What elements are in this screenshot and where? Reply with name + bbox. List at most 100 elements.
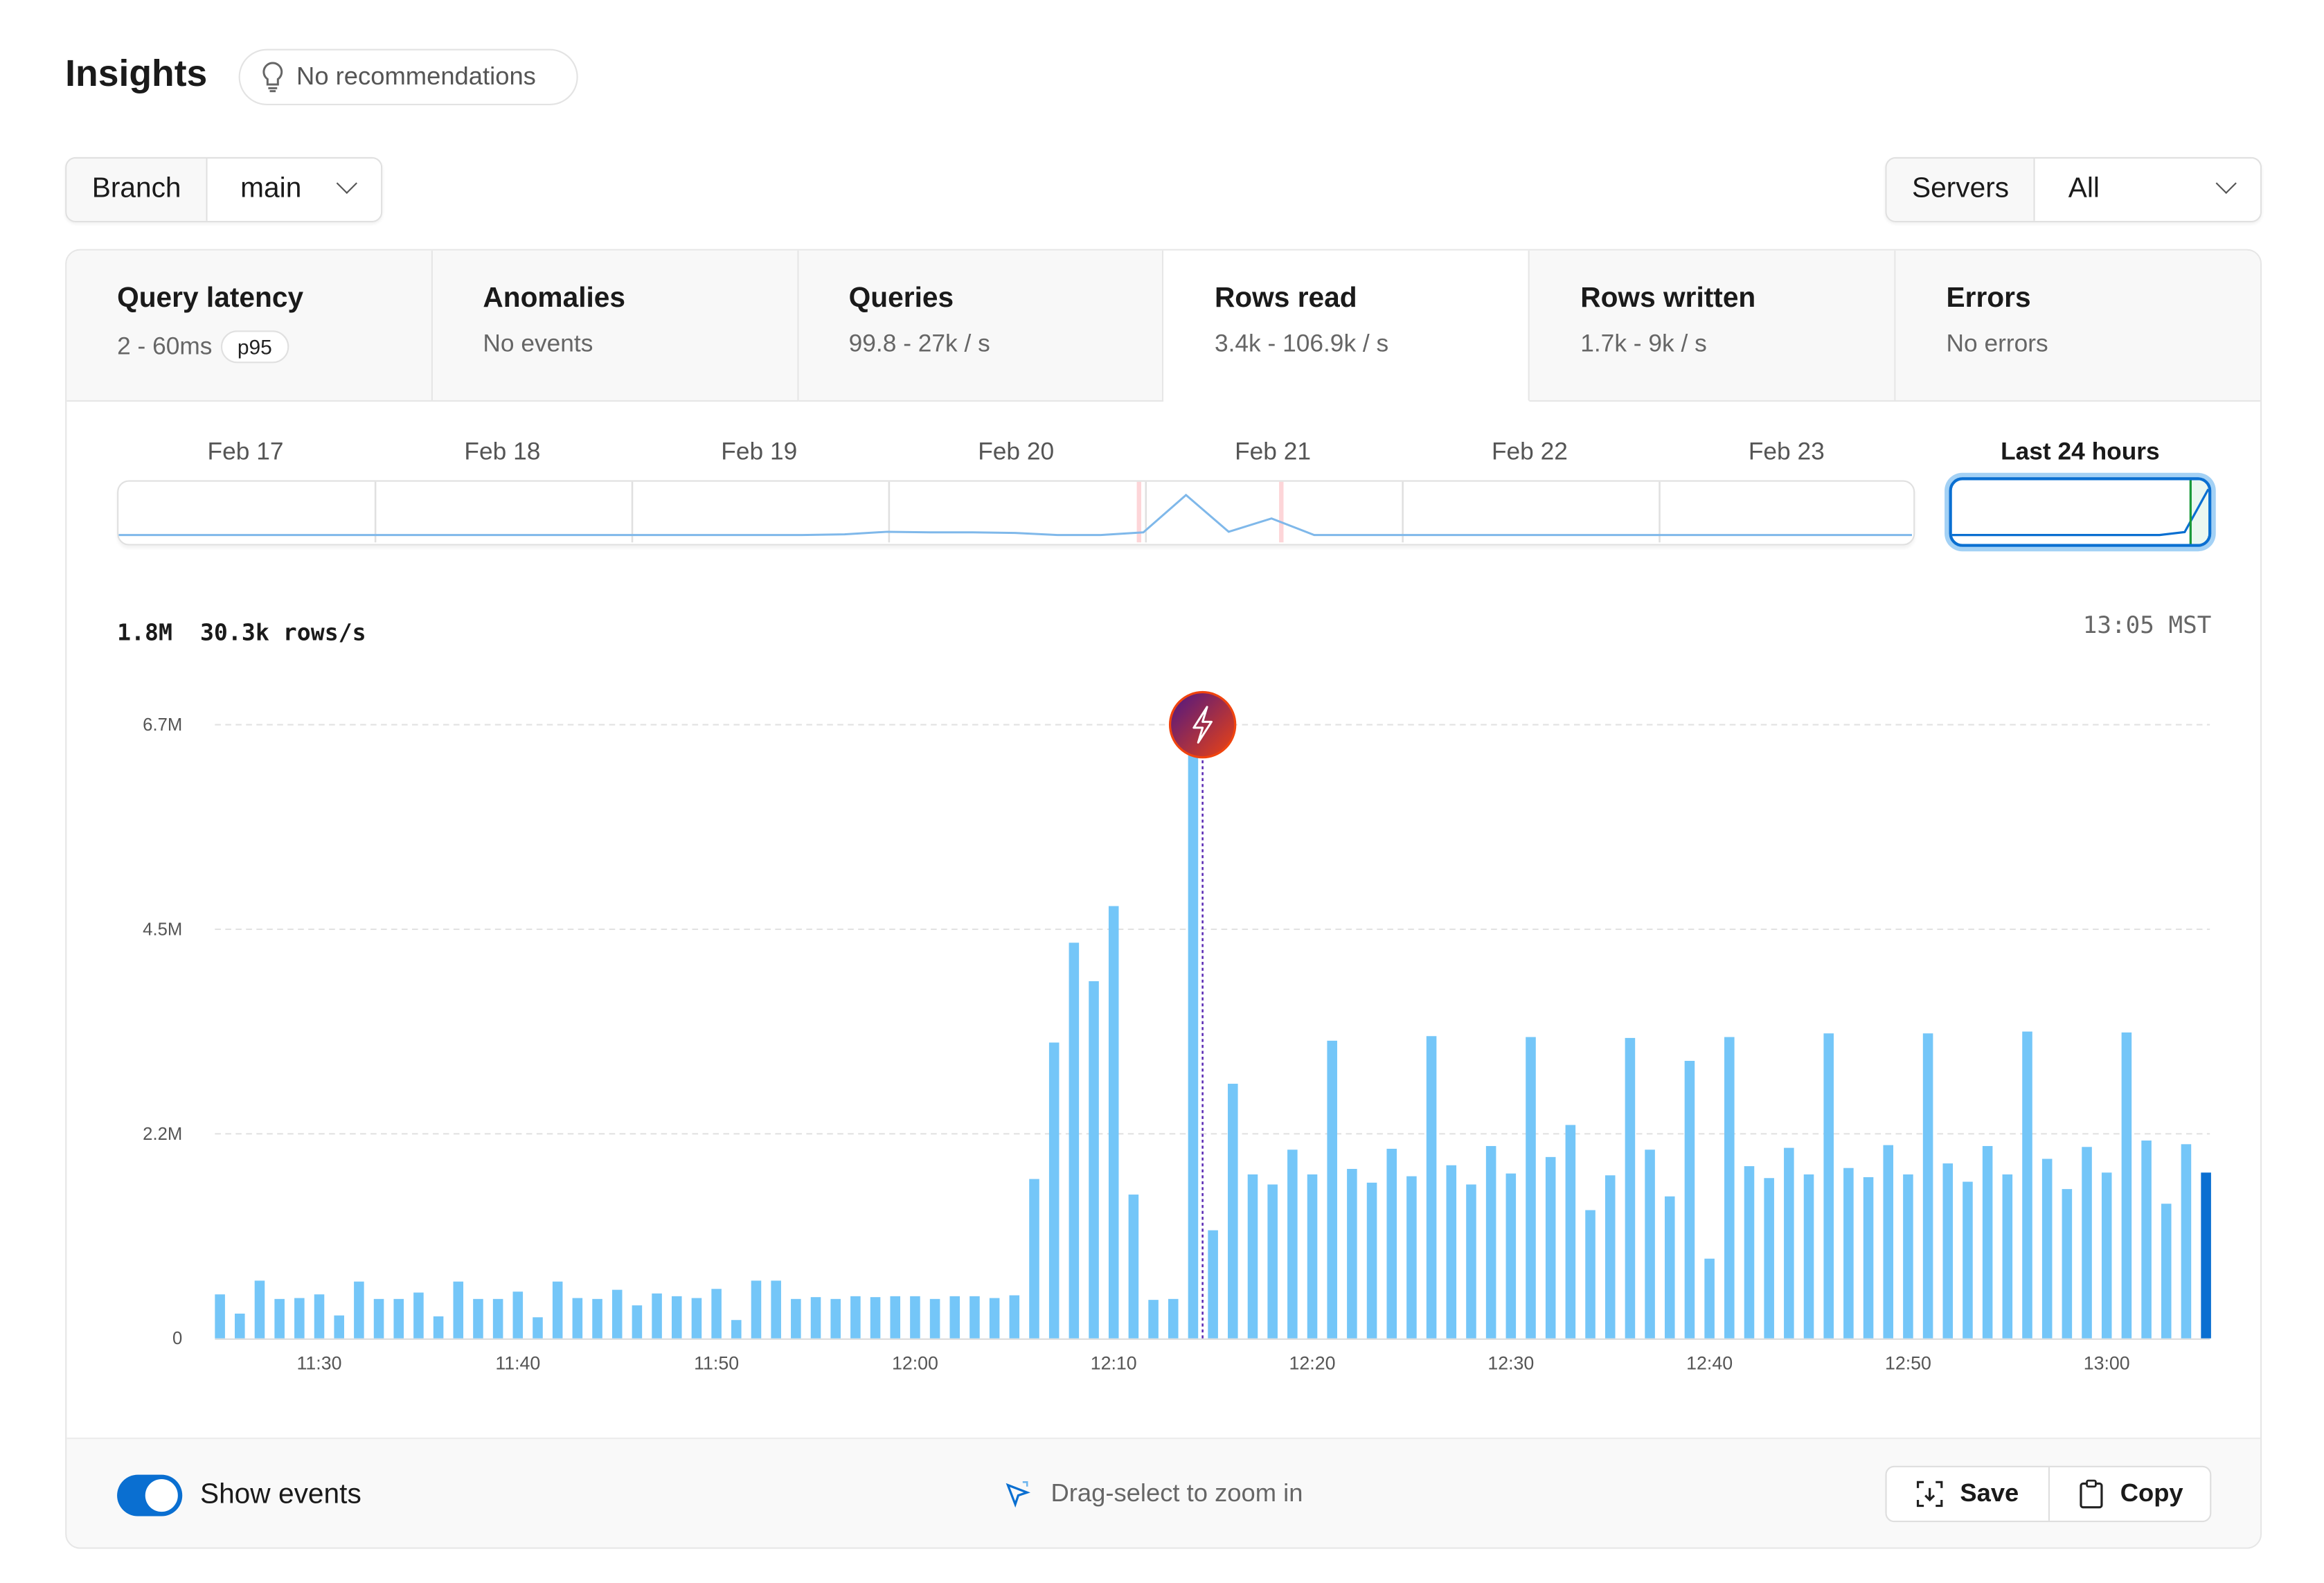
bar — [1485, 1145, 1496, 1339]
event-marker[interactable] — [1168, 690, 1237, 759]
bar — [1148, 1300, 1159, 1339]
timeline-day[interactable]: Feb 23 — [1748, 438, 1825, 466]
bar — [2141, 1141, 2152, 1339]
bar — [1565, 1125, 1576, 1339]
branch-select[interactable]: Branch main — [65, 156, 383, 223]
last-24-hours-range[interactable] — [1949, 477, 2212, 547]
x-tick-label: 12:20 — [1289, 1353, 1336, 1374]
bar — [969, 1296, 980, 1339]
bar — [1108, 906, 1119, 1339]
bar — [572, 1298, 583, 1339]
bar — [890, 1296, 901, 1339]
bar — [1704, 1258, 1715, 1339]
bar — [235, 1313, 245, 1339]
metrics-panel: Query latency 2 - 60ms p95 Anomalies No eve… — [65, 249, 2262, 1549]
x-tick-label: 12:30 — [1487, 1353, 1534, 1374]
bar — [215, 1294, 225, 1339]
x-tick-label: 12:50 — [1885, 1353, 1931, 1374]
bar — [1208, 1230, 1218, 1339]
bar — [1029, 1179, 1039, 1339]
show-events-label: Show events — [199, 1479, 361, 1510]
bar — [1128, 1195, 1139, 1339]
timeline-day[interactable]: Feb 20 — [978, 438, 1055, 466]
bar — [711, 1289, 722, 1339]
timeline-day[interactable]: Feb 19 — [721, 438, 798, 466]
bar — [1386, 1148, 1397, 1339]
chevron-down-icon — [336, 172, 357, 195]
tab-rows-written[interactable]: Rows written 1.7k - 9k / s — [1530, 250, 1896, 402]
tab-errors[interactable]: Errors No errors — [1895, 250, 2260, 402]
bar — [1228, 1084, 1238, 1339]
rows-rate: 30.3k rows/s — [199, 619, 366, 647]
tab-subtitle: 1.7k - 9k / s — [1580, 330, 1707, 357]
bar — [1247, 1174, 1258, 1339]
recommendations-text: No recommendations — [296, 62, 536, 91]
bar — [552, 1281, 563, 1339]
bar — [850, 1296, 861, 1339]
x-tick-label: 13:00 — [2084, 1353, 2130, 1374]
bar — [2082, 1147, 2092, 1339]
bar — [1267, 1184, 1278, 1339]
bar — [314, 1294, 325, 1339]
branch-label: Branch — [66, 159, 208, 221]
tab-anomalies[interactable]: Anomalies No events — [432, 250, 798, 402]
bar — [334, 1315, 344, 1339]
bar — [1823, 1033, 1834, 1339]
bar — [1366, 1182, 1377, 1339]
tab-title: Anomalies — [483, 283, 626, 314]
timeline-day[interactable]: Feb 17 — [207, 438, 284, 466]
tab-title: Rows written — [1580, 283, 1756, 314]
tab-rows-read[interactable]: Rows read 3.4k - 106.9k / s — [1164, 250, 1530, 402]
copy-button[interactable]: Copy — [2047, 1467, 2210, 1521]
overview-strip[interactable] — [117, 480, 1915, 546]
bar — [1843, 1168, 1854, 1339]
bar — [1784, 1147, 1794, 1339]
bar — [1188, 752, 1199, 1339]
bar — [1863, 1177, 1874, 1339]
metric-tabs: Query latency 2 - 60ms p95 Anomalies No eve… — [66, 250, 2260, 402]
tab-title: Queries — [848, 283, 954, 314]
bar — [691, 1298, 702, 1339]
servers-label: Servers — [1886, 159, 2036, 221]
bar — [1684, 1060, 1695, 1339]
bar — [1724, 1037, 1735, 1339]
bar — [1069, 942, 1080, 1339]
bar — [1645, 1150, 1655, 1339]
bar — [1625, 1037, 1636, 1339]
clipboard-icon — [2079, 1479, 2102, 1509]
recommendations-pill[interactable]: No recommendations — [238, 48, 578, 105]
timeline-day[interactable]: Feb 21 — [1235, 438, 1312, 466]
servers-select[interactable]: Servers All — [1885, 156, 2262, 223]
tab-query-latency[interactable]: Query latency 2 - 60ms p95 — [66, 250, 433, 402]
bar — [1903, 1174, 1913, 1339]
y-tick-label: 2.2M — [143, 1125, 182, 1144]
timeline-day[interactable]: Feb 22 — [1491, 438, 1568, 466]
bar — [1764, 1178, 1774, 1339]
last-24-sparkline — [1951, 480, 2209, 544]
servers-value: All — [2068, 173, 2100, 205]
bar — [354, 1281, 364, 1339]
show-events-toggle[interactable] — [117, 1474, 183, 1517]
tab-subtitle: No events — [483, 330, 593, 357]
save-button[interactable]: Save — [1887, 1467, 2048, 1521]
y-tick-label: 4.5M — [143, 920, 182, 940]
bar — [453, 1281, 464, 1339]
bar — [2022, 1031, 2032, 1339]
timeline-day[interactable]: Feb 18 — [464, 438, 541, 466]
bar — [1585, 1210, 1595, 1339]
bar — [294, 1298, 305, 1339]
bar — [1526, 1037, 1536, 1339]
overview-sparkline — [118, 481, 1912, 543]
bar — [731, 1320, 742, 1339]
cursor-select-icon — [1005, 1481, 1030, 1508]
bar — [512, 1291, 524, 1339]
tab-queries[interactable]: Queries 99.8 - 27k / s — [798, 250, 1165, 402]
current-window — [2189, 480, 2209, 544]
rows-read-chart[interactable]: 0 2.2M 4.5M 6.7M 11:30 11:40 11:50 12:00 12:10 12… — [0, 652, 2324, 1393]
bar — [949, 1296, 960, 1339]
bar — [1545, 1156, 1556, 1339]
bar — [433, 1316, 444, 1339]
bar — [274, 1298, 285, 1339]
event-circle — [1168, 690, 1237, 759]
